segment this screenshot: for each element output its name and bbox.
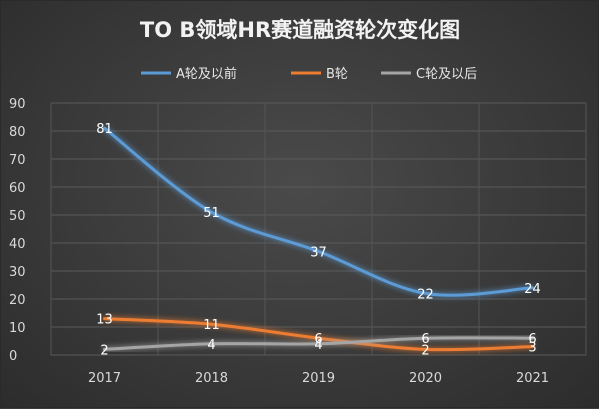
x-tick-label: 2020 [409,371,442,386]
legend-label: A轮及以前 [176,66,237,82]
x-axis-ticks: 2017 2018 2019 2020 2021 [88,371,549,386]
data-label: 6 [314,332,322,347]
series-lines [103,126,534,352]
y-tick-label: 50 [9,209,26,224]
data-label: 81 [96,122,113,137]
data-label: 24 [524,282,541,297]
y-tick-label: 60 [9,181,26,196]
series-line-0 [103,126,534,297]
data-label: 2 [421,343,429,358]
grid-lines [50,102,587,356]
y-tick-label: 20 [9,293,26,308]
y-tick-label: 0 [9,349,17,364]
chart-title: TO B领域HR赛道融资轮次变化图 [140,18,460,42]
x-tick-label: 2017 [88,371,121,386]
legend-label: C轮及以后 [416,67,477,82]
y-tick-label: 90 [9,97,26,112]
data-label: 13 [96,313,113,328]
y-tick-label: 40 [9,237,26,252]
y-tick-label: 70 [9,153,26,168]
data-label: 3 [528,341,536,356]
legend-label: B轮 [326,67,348,82]
series-line-1 [103,317,534,352]
data-label: 22 [417,287,434,302]
data-label: 6 [528,332,536,347]
y-tick-label: 10 [9,321,26,336]
y-tick-label: 30 [9,265,26,280]
data-label: 4 [314,338,322,353]
data-label: 2 [100,343,108,358]
y-axis-ticks: 0 10 20 30 40 50 60 70 80 90 [9,97,26,364]
x-tick-label: 2018 [195,371,228,386]
data-label: 11 [203,318,220,333]
data-label: 37 [310,245,327,260]
data-label: 51 [203,206,220,221]
data-label: 4 [207,338,215,353]
x-tick-label: 2019 [302,371,335,386]
y-tick-label: 80 [9,125,26,140]
series-line-2 [103,336,534,351]
data-label: 6 [421,332,429,347]
x-tick-label: 2021 [516,371,549,386]
legend: A轮及以前 B轮 C轮及以后 [141,66,477,82]
